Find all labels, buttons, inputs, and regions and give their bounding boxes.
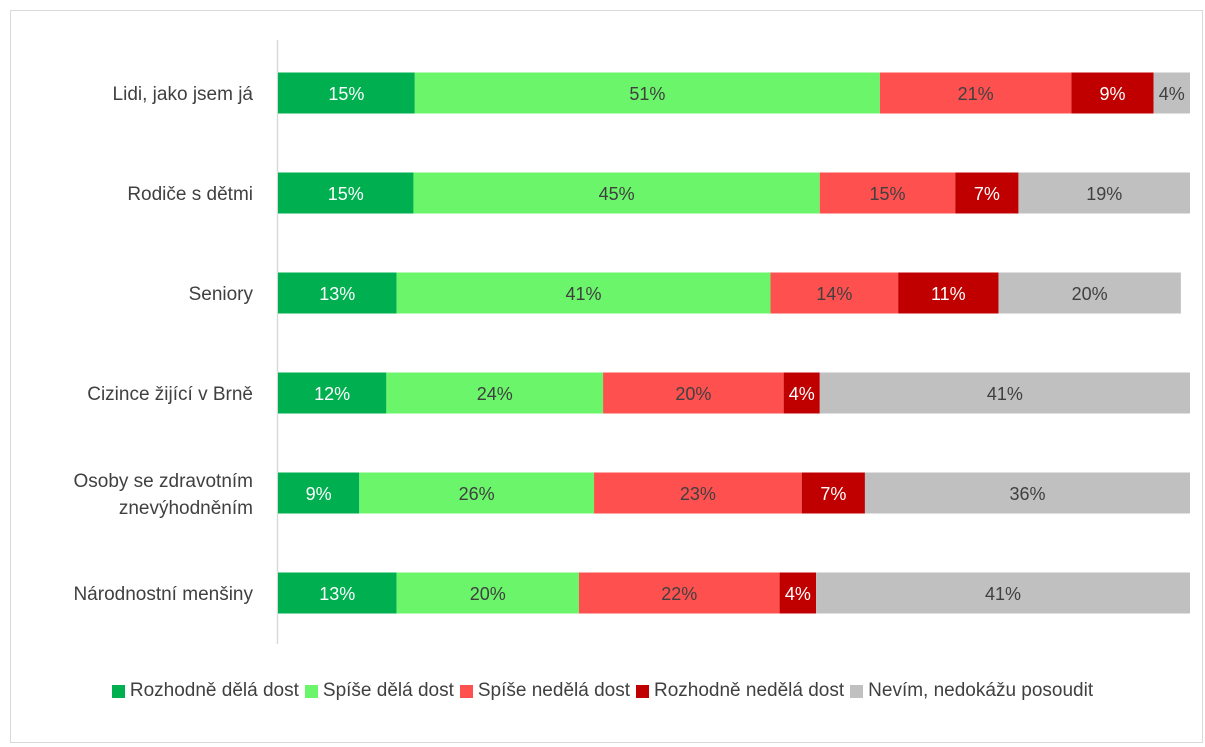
- legend-item: Nevím, nedokážu posoudit: [850, 680, 1093, 702]
- data-label: 23%: [680, 484, 716, 504]
- bar-segment: [879, 72, 1072, 114]
- category-label: Lidi, jako jsem já: [113, 84, 254, 105]
- category-label: Cizince žijící v Brně: [87, 384, 253, 405]
- data-label: 15%: [328, 84, 364, 104]
- legend-item: Rozhodně dělá dost: [111, 680, 299, 702]
- bar-segment: [386, 372, 604, 414]
- data-label: 20%: [1072, 284, 1108, 304]
- bar-segment: [779, 572, 817, 614]
- data-label: 22%: [661, 584, 697, 604]
- bar-segment: [770, 272, 899, 314]
- stacked-bar-chart: Lidi, jako jsem já 15% 51% 21% 9% 4% Rodiče s …: [73, 40, 1190, 644]
- data-label: 41%: [566, 284, 602, 304]
- data-label: 14%: [816, 284, 852, 304]
- data-label: 36%: [1009, 484, 1045, 504]
- data-label: 13%: [319, 284, 355, 304]
- bar-segment: [1071, 72, 1154, 114]
- data-label: 20%: [470, 584, 506, 604]
- bar-segment: [816, 572, 1190, 614]
- legend-item: Spíše nedělá dost: [459, 680, 630, 702]
- bar-segment: [278, 572, 397, 614]
- bar-segment: [819, 372, 1190, 414]
- bar-segment: [783, 372, 820, 414]
- bar-segment: [413, 172, 820, 214]
- bar-segment: [898, 272, 999, 314]
- chart-legend: Rozhodně dělá dost Spíše dělá dost Spíše n…: [0, 680, 1205, 702]
- data-label: 20%: [675, 384, 711, 404]
- legend-item: Rozhodně nedělá dost: [636, 680, 844, 702]
- legend-label: Spíše nedělá dost: [477, 680, 630, 701]
- category-label: Osoby se zdravotním znevýhodněním: [73, 471, 253, 519]
- data-label: 15%: [328, 184, 364, 204]
- category-label: Rodiče s dětmi: [127, 184, 253, 205]
- legend-label: Rozhodně nedělá dost: [654, 680, 845, 701]
- legend-swatch: [636, 684, 649, 698]
- bar-segment: [998, 272, 1181, 314]
- data-label: 7%: [974, 184, 1000, 204]
- category-label: Národnostní menšiny: [73, 584, 253, 605]
- data-label: 15%: [869, 184, 905, 204]
- data-label: 41%: [987, 384, 1023, 404]
- legend-item: Spíše dělá dost: [304, 680, 454, 702]
- bar-segment: [278, 472, 360, 514]
- legend-label: Nevím, nedokážu posoudit: [868, 680, 1094, 701]
- data-label: 45%: [599, 184, 635, 204]
- data-label: 7%: [820, 484, 846, 504]
- bar-segment: [819, 172, 956, 214]
- data-label: 4%: [785, 584, 811, 604]
- data-label: 13%: [319, 584, 355, 604]
- bar-segment: [414, 72, 880, 114]
- bar-segment: [278, 272, 397, 314]
- data-label: 4%: [1159, 84, 1185, 104]
- bar-segment: [603, 372, 784, 414]
- data-label: 24%: [477, 384, 513, 404]
- legend-swatch: [459, 684, 473, 698]
- bar-segment: [955, 172, 1019, 214]
- data-label: 12%: [314, 384, 350, 404]
- data-label: 9%: [1099, 84, 1125, 104]
- bar-segment: [278, 372, 387, 414]
- data-label: 21%: [958, 84, 994, 104]
- bar-segment: [396, 572, 579, 614]
- data-label: 26%: [459, 484, 495, 504]
- bar-segment: [1153, 72, 1190, 114]
- legend-swatch: [304, 684, 318, 698]
- bar-segment: [278, 172, 414, 214]
- bar-segment: [578, 572, 780, 614]
- legend-label: Spíše dělá dost: [322, 680, 454, 701]
- bar-segment: [278, 72, 415, 114]
- bar-segment: [1018, 172, 1190, 214]
- bar-segment: [864, 472, 1190, 514]
- data-label: 4%: [789, 384, 815, 404]
- bar-segment: [801, 472, 865, 514]
- category-label: Seniory: [189, 284, 254, 305]
- bar-segment: [359, 472, 595, 514]
- bar-segment: [396, 272, 771, 314]
- legend-label: Rozhodně dělá dost: [129, 680, 299, 701]
- data-label: 41%: [985, 584, 1021, 604]
- legend-swatch: [850, 684, 864, 698]
- legend-swatch: [111, 684, 125, 698]
- data-label: 51%: [629, 84, 665, 104]
- bar-segment: [594, 472, 802, 514]
- data-label: 19%: [1086, 184, 1122, 204]
- data-label: 11%: [931, 284, 966, 304]
- data-label: 9%: [306, 484, 332, 504]
